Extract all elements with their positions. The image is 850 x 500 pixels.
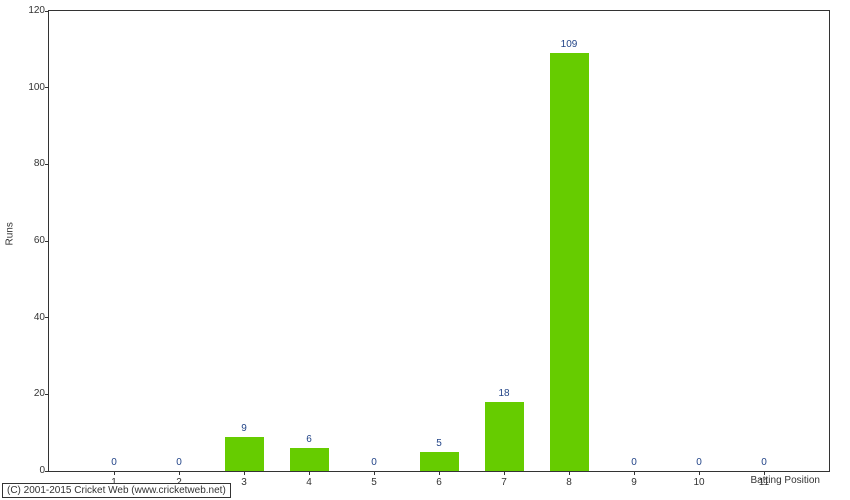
bar-value-label: 0 (94, 457, 134, 468)
chart-container: 010293640556187109809010011 020406080100… (48, 10, 830, 472)
y-tick-label: 0 (21, 465, 45, 476)
bar (420, 452, 459, 471)
x-tick-label: 6 (424, 477, 454, 488)
y-tick-label: 60 (21, 235, 45, 246)
bar-value-label: 9 (224, 423, 264, 434)
bar-value-label: 109 (549, 39, 589, 50)
y-tick (45, 87, 49, 88)
y-tick-label: 20 (21, 388, 45, 399)
x-tick (114, 471, 115, 475)
x-tick-label: 10 (684, 477, 714, 488)
x-tick-label: 3 (229, 477, 259, 488)
x-tick-label: 7 (489, 477, 519, 488)
x-tick (504, 471, 505, 475)
y-tick (45, 317, 49, 318)
plot-area: 010293640556187109809010011 (49, 11, 829, 471)
x-axis-label: Batting Position (751, 475, 821, 486)
bar (485, 402, 524, 471)
y-tick (45, 11, 49, 12)
x-tick (699, 471, 700, 475)
bar-value-label: 0 (614, 457, 654, 468)
x-tick-label: 9 (619, 477, 649, 488)
y-tick (45, 394, 49, 395)
x-tick (569, 471, 570, 475)
y-tick-label: 100 (21, 82, 45, 93)
x-tick (244, 471, 245, 475)
y-tick-label: 80 (21, 158, 45, 169)
x-tick (439, 471, 440, 475)
bar-value-label: 0 (744, 457, 784, 468)
bar-value-label: 6 (289, 434, 329, 445)
bar-value-label: 5 (419, 438, 459, 449)
copyright-text: (C) 2001-2015 Cricket Web (www.cricketwe… (2, 483, 231, 498)
bar (290, 448, 329, 471)
bar-value-label: 0 (159, 457, 199, 468)
x-tick (634, 471, 635, 475)
x-tick-label: 5 (359, 477, 389, 488)
y-tick (45, 164, 49, 165)
y-axis-label: Runs (5, 222, 16, 245)
x-tick-label: 4 (294, 477, 324, 488)
y-tick (45, 241, 49, 242)
y-tick (45, 471, 49, 472)
x-tick (309, 471, 310, 475)
y-tick-label: 120 (21, 5, 45, 16)
bar-value-label: 0 (354, 457, 394, 468)
x-tick (179, 471, 180, 475)
x-tick-label: 8 (554, 477, 584, 488)
bar (225, 437, 264, 472)
y-tick-label: 40 (21, 312, 45, 323)
bar-value-label: 18 (484, 388, 524, 399)
x-tick (374, 471, 375, 475)
bar-value-label: 0 (679, 457, 719, 468)
bar (550, 53, 589, 471)
